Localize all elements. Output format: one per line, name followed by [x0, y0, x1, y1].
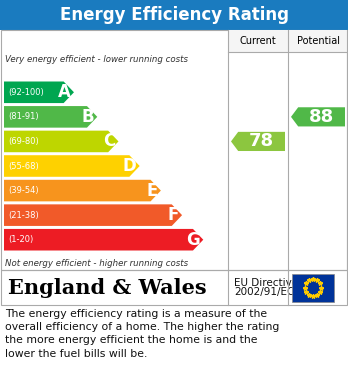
Text: (21-38): (21-38): [8, 211, 39, 220]
Text: Energy Efficiency Rating: Energy Efficiency Rating: [60, 6, 288, 24]
Text: 88: 88: [309, 108, 334, 126]
Text: C: C: [103, 133, 116, 151]
Text: E: E: [147, 181, 158, 199]
Bar: [0, 0, 348, 30]
Polygon shape: [4, 204, 182, 226]
Text: The energy efficiency rating is a measure of the
overall efficiency of a home. T: The energy efficiency rating is a measur…: [5, 309, 279, 359]
Text: (1-20): (1-20): [8, 235, 33, 244]
Text: (55-68): (55-68): [8, 161, 39, 170]
Bar: [292, 273, 334, 301]
Text: (69-80): (69-80): [8, 137, 39, 146]
Text: 78: 78: [249, 133, 274, 151]
Text: F: F: [168, 206, 179, 224]
Polygon shape: [4, 131, 118, 152]
Text: Current: Current: [240, 36, 276, 46]
Polygon shape: [4, 155, 140, 177]
Polygon shape: [4, 229, 203, 251]
Polygon shape: [4, 106, 97, 127]
Bar: [1, 30, 347, 270]
Text: 2002/91/EC: 2002/91/EC: [234, 287, 294, 298]
Text: G: G: [187, 231, 200, 249]
Polygon shape: [231, 132, 285, 151]
Text: Very energy efficient - lower running costs: Very energy efficient - lower running co…: [5, 55, 188, 64]
Polygon shape: [4, 81, 74, 103]
Bar: [228, 30, 347, 52]
Text: (81-91): (81-91): [8, 112, 39, 121]
Text: Not energy efficient - higher running costs: Not energy efficient - higher running co…: [5, 259, 188, 268]
Text: Potential: Potential: [296, 36, 340, 46]
Text: (39-54): (39-54): [8, 186, 39, 195]
Text: England & Wales: England & Wales: [8, 278, 207, 298]
Polygon shape: [291, 107, 345, 126]
Text: B: B: [82, 108, 94, 126]
Text: A: A: [58, 83, 71, 101]
Polygon shape: [4, 180, 161, 201]
Bar: [1, 270, 347, 305]
Text: (92-100): (92-100): [8, 88, 44, 97]
Text: D: D: [123, 157, 137, 175]
Text: EU Directive: EU Directive: [234, 278, 298, 289]
